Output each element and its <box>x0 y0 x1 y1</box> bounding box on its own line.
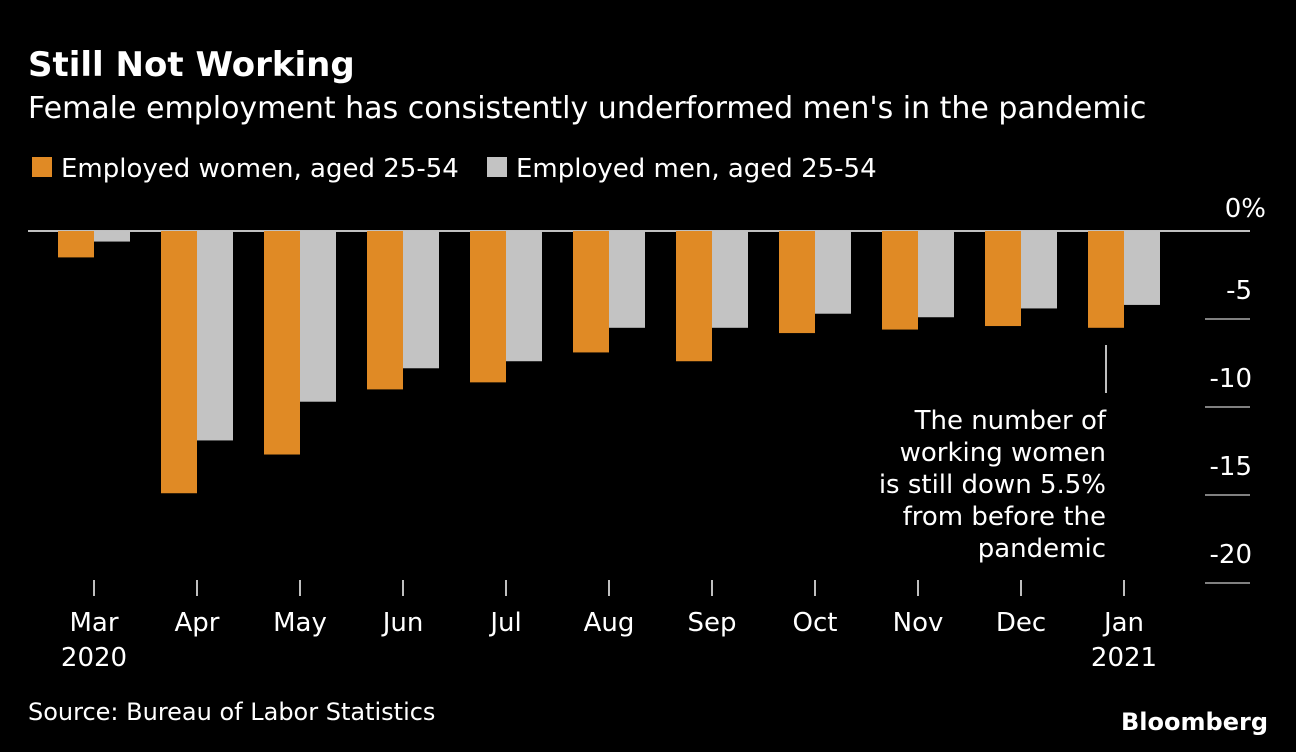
x-tick-label: Sep <box>687 608 736 638</box>
legend-label-women: Employed women, aged 25-54 <box>61 154 459 184</box>
legend-swatch-men <box>487 157 507 177</box>
annotation-text: from before the <box>903 502 1106 532</box>
bar-women <box>573 231 609 353</box>
bar-women <box>470 231 506 383</box>
y-tick-label: -15 <box>1210 452 1252 482</box>
bar-men <box>918 231 954 318</box>
bar-men <box>815 231 851 314</box>
bar-women <box>779 231 815 334</box>
x-tick-label: Apr <box>175 608 220 638</box>
x-tick-label: Aug <box>584 608 635 638</box>
bar-men <box>1124 231 1160 305</box>
annotation-text: pandemic <box>978 534 1106 564</box>
x-tick-label: Oct <box>793 608 838 638</box>
bar-men <box>403 231 439 369</box>
annotation-text: working women <box>900 438 1106 468</box>
bar-women <box>882 231 918 330</box>
x-tick-label: Dec <box>996 608 1046 638</box>
bar-women <box>264 231 300 455</box>
annotation-text: is still down 5.5% <box>879 470 1106 500</box>
source-note: Source: Bureau of Labor Statistics <box>28 698 435 726</box>
legend-label-men: Employed men, aged 25-54 <box>516 154 877 184</box>
x-tick-year-label: 2021 <box>1091 643 1157 673</box>
x-tick-year-label: 2020 <box>61 643 127 673</box>
x-tick-label: Jan <box>1102 608 1144 638</box>
bar-men <box>1021 231 1057 309</box>
chart-title: Still Not Working <box>28 45 355 85</box>
x-tick-label: Mar <box>69 608 118 638</box>
x-tick-label: May <box>273 608 327 638</box>
bar-women <box>58 231 94 258</box>
legend-swatch-women <box>32 157 52 177</box>
bar-men <box>712 231 748 328</box>
y-tick-label: -10 <box>1210 364 1252 394</box>
bar-men <box>609 231 645 328</box>
y-tick-label: -5 <box>1226 276 1252 306</box>
bar-women <box>985 231 1021 327</box>
bloomberg-logo: Bloomberg <box>1121 708 1268 736</box>
x-tick-label: Nov <box>893 608 944 638</box>
y-tick-label: 0% <box>1225 194 1266 224</box>
x-tick-label: Jul <box>488 608 521 638</box>
bar-men <box>300 231 336 402</box>
bar-women <box>1088 231 1124 328</box>
bar-men <box>94 231 130 242</box>
bar-women <box>161 231 197 494</box>
annotation-text: The number of <box>914 406 1107 436</box>
bar-men <box>506 231 542 362</box>
bar-women <box>367 231 403 390</box>
y-tick-label: -20 <box>1210 540 1252 570</box>
bar-men <box>197 231 233 441</box>
x-tick-label: Jun <box>381 608 424 638</box>
chart-subtitle: Female employment has consistently under… <box>28 91 1146 126</box>
bar-women <box>676 231 712 362</box>
